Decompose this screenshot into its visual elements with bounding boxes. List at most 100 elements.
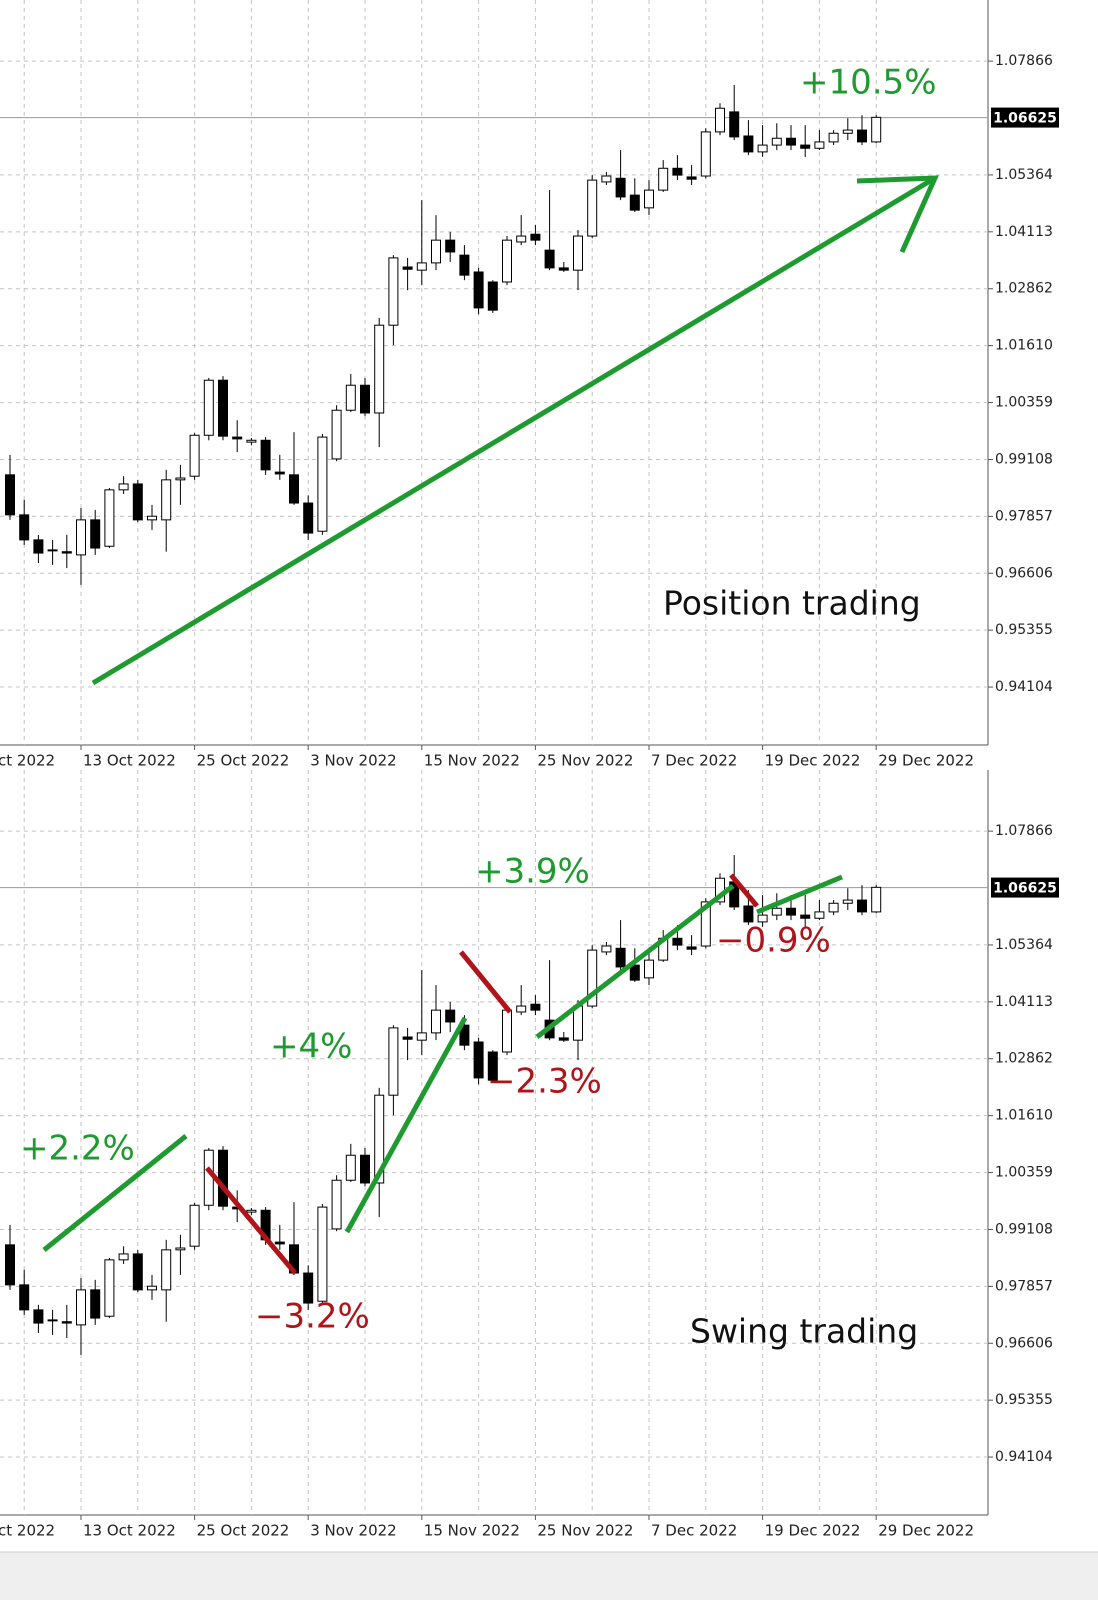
annotation: −2.3% — [487, 1062, 602, 1102]
candle-body — [686, 176, 697, 180]
candle-body — [629, 194, 640, 211]
x-tick-label: 7 Dec 2022 — [651, 752, 737, 770]
candle-body — [260, 439, 271, 471]
candle-body — [147, 515, 157, 521]
candle-body — [61, 1321, 72, 1324]
candle-body — [530, 233, 541, 241]
candle-body — [90, 519, 101, 549]
chart-panel: 0.94104 0.95355 0.96606 0.97857 0.99108 1.003… — [0, 0, 1059, 770]
candle-body — [601, 175, 612, 183]
y-tick-label: 0.96606 — [995, 1335, 1053, 1351]
x-tick-label: 29 Dec 2022 — [878, 1522, 974, 1540]
trend-line — [756, 874, 843, 915]
trend-line — [42, 1134, 188, 1252]
chart-title: Swing trading — [690, 1312, 918, 1351]
candle-body — [871, 886, 882, 913]
annotation: +4% — [270, 1027, 352, 1067]
candle-body — [303, 1272, 314, 1304]
y-tick-label: 1.02862 — [995, 1051, 1053, 1067]
annotation: +10.5% — [800, 63, 937, 103]
candle-body — [842, 129, 853, 134]
candle-body — [558, 267, 569, 271]
candle-body — [757, 914, 768, 923]
candle-body — [374, 1094, 385, 1184]
candle-body — [360, 1154, 370, 1184]
candle-body — [402, 1036, 413, 1040]
candle-body — [416, 262, 427, 271]
candle-body — [502, 1009, 512, 1053]
candle-body — [345, 384, 356, 411]
annotation: −0.9% — [716, 921, 831, 961]
y-tick-label: 0.94104 — [995, 679, 1053, 695]
candle-body — [246, 439, 257, 443]
x-tick-label: 13 Oct 2022 — [83, 752, 176, 770]
candle-body — [771, 907, 782, 916]
annotation: +3.9% — [475, 852, 590, 892]
annotation: −3.2% — [255, 1297, 370, 1337]
candle-body — [161, 1249, 172, 1291]
x-tick-label: ct 2022 — [0, 1522, 55, 1540]
candle-body — [530, 1003, 541, 1011]
candle-body — [345, 1154, 356, 1181]
candle-body — [47, 1319, 58, 1322]
candle-body — [459, 254, 470, 276]
y-tick-label: 0.96606 — [995, 565, 1053, 581]
y-tick-label: 0.94104 — [995, 1449, 1053, 1465]
candle-body — [800, 144, 811, 149]
candle-body — [331, 409, 342, 460]
candle-body — [672, 937, 683, 946]
candle-body — [459, 1024, 470, 1046]
x-tick-label: 19 Dec 2022 — [765, 1522, 861, 1540]
candle-body — [757, 144, 768, 153]
y-tick-label: 1.00359 — [995, 1165, 1053, 1181]
candle-body — [104, 489, 115, 547]
y-tick-label: 1.07866 — [995, 823, 1053, 839]
candle-body — [402, 266, 413, 270]
candle-body — [814, 141, 825, 149]
x-tick-label: 3 Nov 2022 — [310, 752, 397, 770]
x-tick-label: 29 Dec 2022 — [878, 752, 974, 770]
x-tick-label: 3 Nov 2022 — [310, 1522, 397, 1540]
candle-body — [431, 1009, 441, 1034]
candle-body — [331, 1179, 342, 1230]
candle-body — [203, 379, 214, 436]
candle-body — [132, 483, 143, 521]
trend-line — [459, 950, 512, 1014]
candle-body — [672, 167, 683, 176]
y-tick-label: 1.01610 — [995, 1108, 1053, 1124]
x-tick-label: 25 Nov 2022 — [537, 1522, 633, 1540]
candle-body — [615, 177, 626, 198]
trend-line — [535, 884, 735, 1039]
candle-body — [743, 135, 754, 153]
x-tick-label: 13 Oct 2022 — [83, 1522, 176, 1540]
candle-body — [274, 471, 285, 475]
candle-body — [771, 137, 782, 146]
candle-body — [388, 257, 399, 326]
candle-body — [388, 1027, 399, 1096]
candle-body — [700, 901, 711, 947]
y-tick-label: 0.97857 — [995, 1278, 1053, 1294]
candle-body — [700, 131, 711, 177]
candle-body — [487, 1051, 498, 1081]
candle-body — [658, 167, 669, 191]
footer-bar — [0, 1552, 1098, 1600]
candle-body — [686, 946, 697, 950]
trend-line — [205, 1166, 297, 1275]
y-tick-label: 0.95355 — [995, 622, 1053, 638]
y-tick-label: 0.97857 — [995, 508, 1053, 524]
y-tick-label: 1.05364 — [995, 937, 1053, 953]
candle-body — [629, 964, 640, 981]
candle-body — [871, 116, 882, 143]
candle-body — [303, 502, 314, 534]
candle-body — [19, 1284, 30, 1311]
candle-body — [729, 111, 740, 138]
candle-body — [487, 281, 498, 311]
trend-line — [729, 873, 759, 908]
candle-body — [416, 1032, 427, 1041]
candle-body — [274, 1241, 285, 1245]
candle-body — [587, 179, 598, 237]
candle-body — [615, 947, 626, 968]
candle-body — [289, 474, 299, 504]
x-tick-label: 15 Nov 2022 — [424, 752, 520, 770]
